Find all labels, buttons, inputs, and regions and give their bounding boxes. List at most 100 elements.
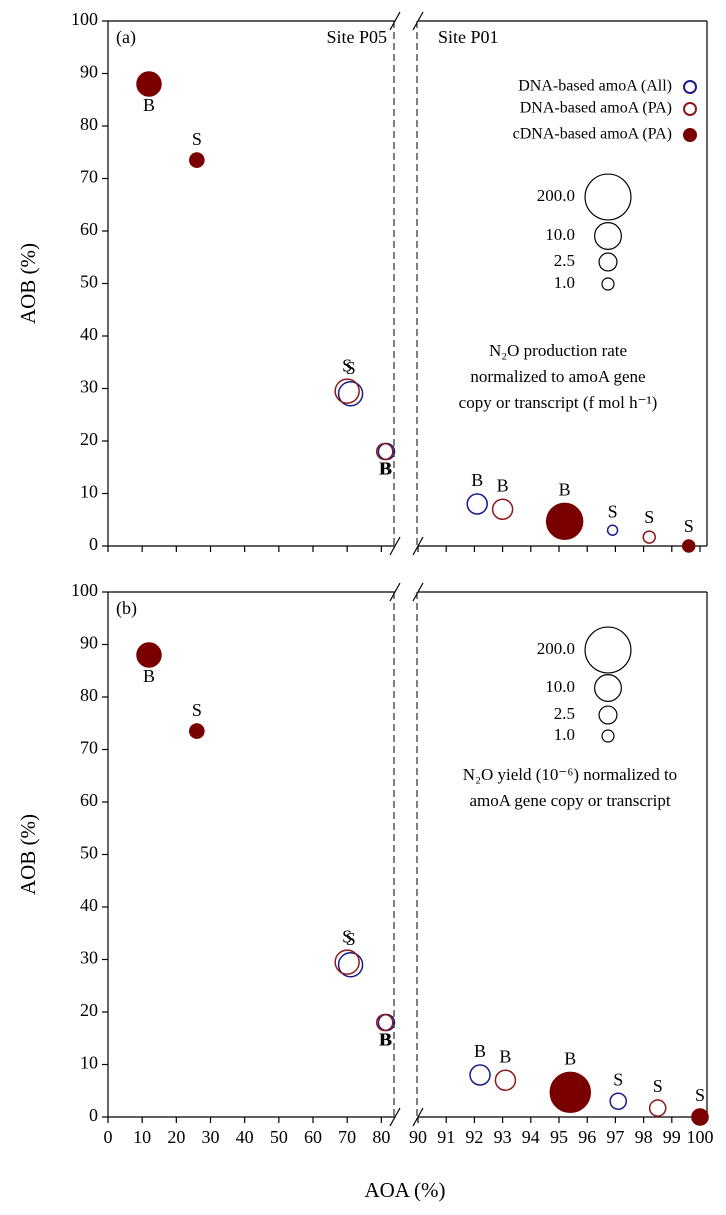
size-legend-label: 10.0 xyxy=(545,677,575,696)
point xyxy=(375,1013,394,1032)
x-tick-label: 70 xyxy=(338,1127,356,1147)
x-tick-label: 99 xyxy=(663,1127,681,1147)
break-slash xyxy=(389,1107,401,1127)
x-tick-label: 97 xyxy=(606,1127,624,1147)
panel-label: (a) xyxy=(116,27,136,48)
size-legend-circle xyxy=(594,674,622,702)
break-slash xyxy=(389,582,401,602)
size-legend-circle xyxy=(598,252,618,272)
y-tick-label: 40 xyxy=(80,895,98,915)
x-tick-label: 94 xyxy=(522,1127,540,1147)
y-tick-label: 60 xyxy=(80,219,98,239)
point-label: S xyxy=(644,507,654,527)
annotation: copy or transcript (f mol h⁻¹) xyxy=(459,393,658,412)
point-label: B xyxy=(564,1048,576,1068)
break-slash xyxy=(412,582,424,602)
annotation: normalized to amoA gene xyxy=(470,367,645,386)
y-tick-label: 20 xyxy=(80,1000,98,1020)
y-tick-label: 100 xyxy=(71,580,98,600)
y-tick-label: 90 xyxy=(80,62,98,82)
site-label: Site P05 xyxy=(326,27,387,47)
size-legend-circle xyxy=(584,626,632,674)
x-tick-label: 60 xyxy=(304,1127,322,1147)
annotation: N₂O yield (10⁻⁶) normalized to xyxy=(463,765,677,784)
size-legend-label: 2.5 xyxy=(554,704,575,723)
size-legend-circle xyxy=(601,277,615,291)
x-tick-label: 40 xyxy=(236,1127,254,1147)
y-tick-label: 60 xyxy=(80,790,98,810)
point-label: S xyxy=(346,929,356,949)
y-tick-label: 70 xyxy=(80,738,98,758)
x-tick-label: 95 xyxy=(550,1127,568,1147)
point xyxy=(337,381,364,407)
size-legend-circle xyxy=(601,729,615,743)
point-label: B xyxy=(143,666,155,686)
point xyxy=(606,524,619,536)
x-tick-label: 0 xyxy=(104,1127,113,1147)
point-label: B xyxy=(379,459,391,479)
legend-marker xyxy=(683,102,697,116)
point-label: B xyxy=(380,459,392,479)
annotation: N₂O production rate xyxy=(489,341,627,360)
x-tick-label: 80 xyxy=(372,1127,390,1147)
y-tick-label: 50 xyxy=(80,272,98,292)
legend-marker xyxy=(683,128,697,142)
size-legend-circle xyxy=(584,173,632,221)
point xyxy=(549,1071,592,1114)
point-label: B xyxy=(380,1030,392,1050)
size-legend-circle xyxy=(594,222,622,250)
size-legend-label: 10.0 xyxy=(545,225,575,244)
point-label: S xyxy=(613,1069,623,1089)
point xyxy=(334,378,360,404)
x-tick-label: 96 xyxy=(578,1127,596,1147)
point-label: B xyxy=(497,475,509,495)
y-tick-label: 30 xyxy=(80,948,98,968)
point xyxy=(189,152,205,168)
point-label: S xyxy=(608,501,618,521)
size-legend-label: 2.5 xyxy=(554,251,575,270)
x-tick-label: 93 xyxy=(494,1127,512,1147)
point xyxy=(466,493,488,515)
y-tick-label: 90 xyxy=(80,633,98,653)
point-label: S xyxy=(192,700,202,720)
point-label: B xyxy=(143,95,155,115)
annotation: amoA gene copy or transcript xyxy=(469,791,670,810)
point-label: S xyxy=(342,926,352,946)
break-slash xyxy=(412,11,424,31)
point xyxy=(491,498,514,521)
y-tick-label: 50 xyxy=(80,843,98,863)
y-tick-label: 10 xyxy=(80,482,98,502)
point xyxy=(334,949,360,975)
legend-marker xyxy=(683,80,697,94)
x-tick-label: 98 xyxy=(635,1127,653,1147)
x-tick-label: 91 xyxy=(437,1127,455,1147)
y-axis-label: AOB (%) xyxy=(16,814,40,895)
x-tick-label: 10 xyxy=(133,1127,151,1147)
x-axis-label: AOA (%) xyxy=(364,1178,445,1202)
point xyxy=(691,1108,709,1126)
point-label: B xyxy=(379,1030,391,1050)
y-axis-label: AOB (%) xyxy=(16,243,40,324)
point xyxy=(642,530,656,544)
y-tick-label: 20 xyxy=(80,429,98,449)
point xyxy=(545,502,584,541)
site-label: Site P01 xyxy=(438,27,499,47)
legend-label: cDNA-based amoA (PA) xyxy=(513,126,672,143)
x-tick-label: 100 xyxy=(687,1127,714,1147)
y-tick-label: 80 xyxy=(80,114,98,134)
point xyxy=(189,723,205,739)
y-tick-label: 100 xyxy=(71,9,98,29)
point-label: S xyxy=(192,129,202,149)
x-tick-label: 50 xyxy=(270,1127,288,1147)
point xyxy=(494,1069,517,1092)
x-tick-label: 92 xyxy=(465,1127,483,1147)
y-tick-label: 80 xyxy=(80,685,98,705)
point-label: S xyxy=(684,516,694,536)
y-tick-label: 30 xyxy=(80,377,98,397)
size-legend-label: 200.0 xyxy=(537,639,575,658)
point-label: B xyxy=(474,1041,486,1061)
point xyxy=(375,442,394,461)
y-tick-label: 0 xyxy=(89,1105,98,1125)
point-label: S xyxy=(653,1076,663,1096)
